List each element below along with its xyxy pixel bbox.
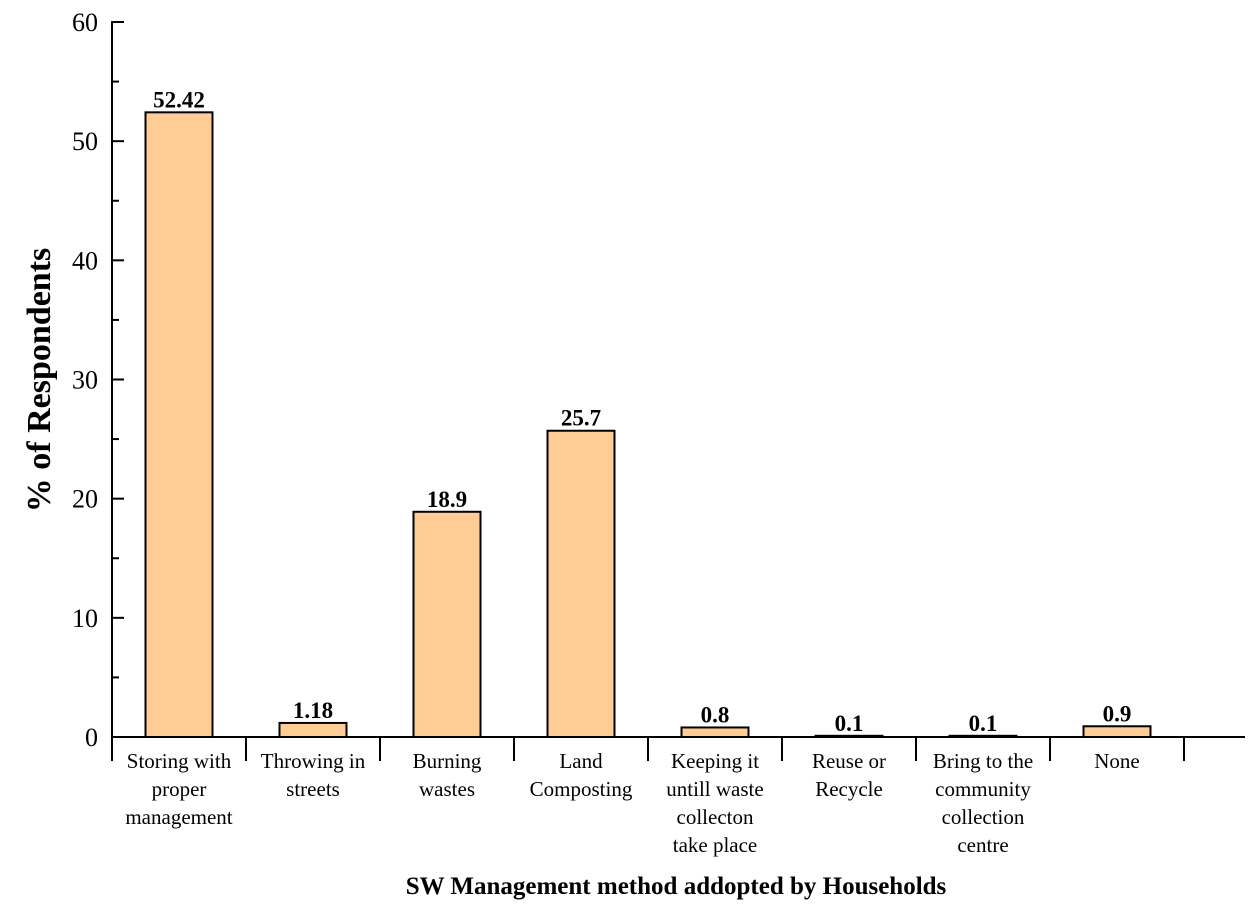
bar-7 (1082, 725, 1152, 739)
y-tick-label: 50 (72, 127, 98, 156)
bars (144, 111, 1152, 739)
x-category-label: Storing with (127, 749, 232, 773)
x-category-label: centre (957, 833, 1008, 857)
data-label-0: 52.42 (153, 87, 205, 112)
x-category-label: wastes (419, 777, 475, 801)
y-tick-label: 40 (72, 246, 98, 275)
bar-2 (412, 510, 482, 738)
x-category-label: community (935, 777, 1031, 801)
labels: 52.42 1.18 18.9 25.7 0.8 0.1 0.1 0.9 0 10 20 30 40 50… (72, 8, 1140, 857)
x-category-label: management (125, 805, 232, 829)
data-label-4: 0.8 (701, 702, 730, 727)
data-label-7: 0.9 (1103, 701, 1132, 726)
x-category-label: None (1094, 749, 1140, 773)
y-tick-label: 0 (85, 723, 98, 752)
bar-4 (680, 726, 750, 739)
x-category-label: Land (559, 749, 603, 773)
x-category-label: take place (673, 833, 758, 857)
x-category-label: Reuse or (812, 749, 886, 773)
y-tick-label: 60 (72, 8, 98, 37)
y-tick-label: 30 (72, 366, 98, 395)
x-category-label: collection (942, 805, 1025, 829)
data-label-3: 25.7 (561, 406, 601, 431)
data-label-1: 1.18 (293, 698, 333, 723)
x-category-label: untill waste (666, 777, 763, 801)
y-tick-label: 20 (72, 485, 98, 514)
x-category-label: streets (286, 777, 340, 801)
x-axis-title: SW Management method addopted by Househo… (406, 873, 947, 900)
x-category-label: Burning (413, 749, 482, 773)
y-tick-label: 10 (72, 604, 98, 633)
data-label-2: 18.9 (427, 487, 467, 512)
x-category-label: Keeping it (671, 749, 759, 773)
bar-0 (144, 111, 214, 739)
data-label-6: 0.1 (969, 711, 998, 736)
bar-3 (546, 429, 616, 738)
x-category-label: Bring to the (933, 749, 1033, 773)
x-category-label: proper (152, 777, 207, 801)
x-category-label: Throwing in (261, 749, 366, 773)
x-category-label: collecton (677, 805, 754, 829)
bar-1 (278, 721, 348, 739)
x-category-label: Composting (530, 777, 633, 801)
x-category-label: Recycle (815, 777, 883, 801)
y-axis-title: % of Respondents (21, 248, 58, 512)
axes (111, 21, 1245, 761)
data-label-5: 0.1 (835, 711, 864, 736)
